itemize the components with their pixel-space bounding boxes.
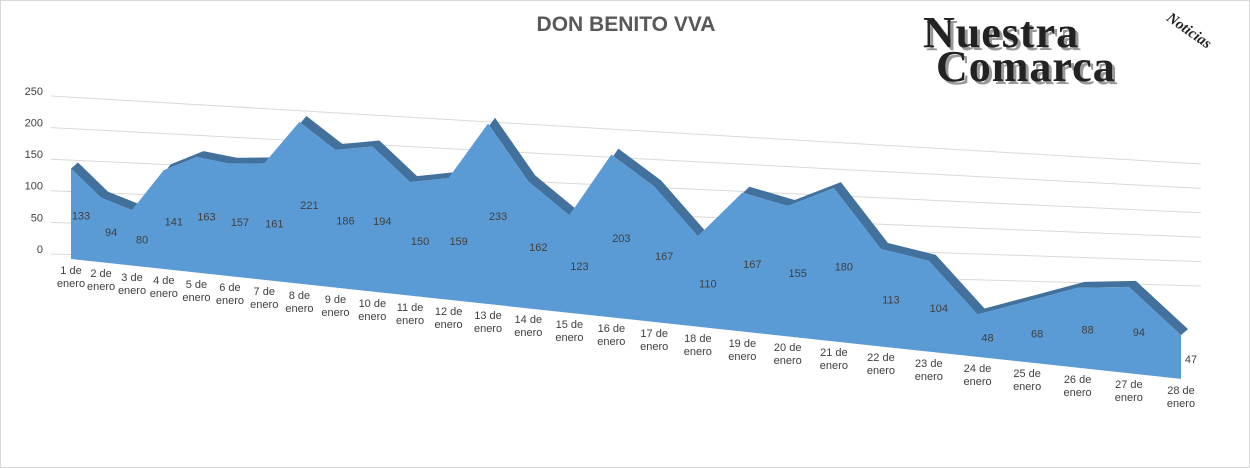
x-tick-label: 11 de enero <box>395 301 425 327</box>
x-tick-label: 14 de enero <box>514 314 543 340</box>
x-tick-label: 25 de enero <box>1013 368 1042 394</box>
x-tick-label: 26 de enero <box>1063 373 1092 399</box>
data-label: 94 <box>105 227 117 239</box>
data-label: 157 <box>231 217 249 229</box>
x-tick-label: 5 de enero <box>182 278 211 304</box>
x-tick-label: 7 de enero <box>250 285 279 311</box>
logo-line: Comarca <box>936 42 1116 91</box>
logo-line: Nuestra <box>923 8 1080 57</box>
data-label: 47 <box>1185 354 1197 366</box>
data-label: 194 <box>373 216 391 228</box>
x-tick-label: 8 de enero <box>285 289 314 315</box>
x-tick-label: 2 de enero <box>87 268 116 294</box>
x-tick-label: 27 de enero <box>1114 379 1143 405</box>
y-tick-label: 50 <box>31 212 43 224</box>
x-tick-label: 23 de enero <box>914 357 943 383</box>
grid-line <box>50 95 1202 165</box>
y-tick-label: 250 <box>25 86 43 98</box>
data-label: 88 <box>1081 325 1093 337</box>
y-tick-label: 150 <box>25 149 43 161</box>
area-top-edge <box>71 116 1188 336</box>
data-label: 68 <box>1031 329 1043 341</box>
data-label: 180 <box>835 262 853 274</box>
area <box>71 122 1181 379</box>
data-label: 161 <box>265 219 283 231</box>
data-label: 167 <box>655 251 673 263</box>
data-label: 159 <box>449 236 467 248</box>
data-label: 141 <box>165 217 183 229</box>
x-tick-label: 17 de enero <box>640 327 669 353</box>
data-label: 133 <box>72 211 90 223</box>
x-tick-label: 4 de enero <box>149 275 178 301</box>
x-tick-label: 24 de enero <box>963 362 992 388</box>
data-label: 150 <box>411 236 429 248</box>
x-tick-label: 3 de enero <box>117 271 147 297</box>
x-tick-label: 18 de enero <box>683 332 712 358</box>
chart-title: DON BENITO VVA <box>536 13 716 36</box>
data-label: 94 <box>1133 327 1145 339</box>
x-tick-label: 10 de enero <box>358 297 387 323</box>
x-tick-label: 22 de enero <box>866 352 895 378</box>
y-tick-label: 100 <box>25 181 43 193</box>
data-label: 163 <box>197 212 215 224</box>
x-tick-label: 6 de enero <box>215 282 244 308</box>
data-label: 203 <box>612 233 630 245</box>
data-label: 155 <box>789 268 807 280</box>
data-label: 110 <box>699 278 717 290</box>
x-tick-label: 19 de enero <box>728 337 757 363</box>
data-label: 123 <box>570 261 588 273</box>
data-label: 186 <box>336 216 354 228</box>
x-tick-label: 1 de enero <box>56 265 86 290</box>
x-tick-label: 28 de enero <box>1166 384 1196 410</box>
data-label: 162 <box>529 242 547 254</box>
x-tick-label: 13 de enero <box>473 310 503 336</box>
data-label: 48 <box>981 333 993 345</box>
x-tick-label: 16 de enero <box>597 323 626 349</box>
data-label: 104 <box>930 303 948 315</box>
data-label: 167 <box>743 259 761 271</box>
data-label: 80 <box>136 235 148 247</box>
data-label: 233 <box>489 211 507 223</box>
x-tick-label: 12 de enero <box>434 305 463 331</box>
x-tick-label: 9 de enero <box>321 293 350 319</box>
x-tick-label: 21 de enero <box>819 347 848 373</box>
y-tick-label: 0 <box>37 244 43 256</box>
y-tick-label: 200 <box>25 118 43 130</box>
x-tick-label: 20 de enero <box>773 342 802 368</box>
x-tick-label: 15 de enero <box>555 318 584 344</box>
data-label: 113 <box>882 295 900 307</box>
data-label: 221 <box>300 200 318 212</box>
